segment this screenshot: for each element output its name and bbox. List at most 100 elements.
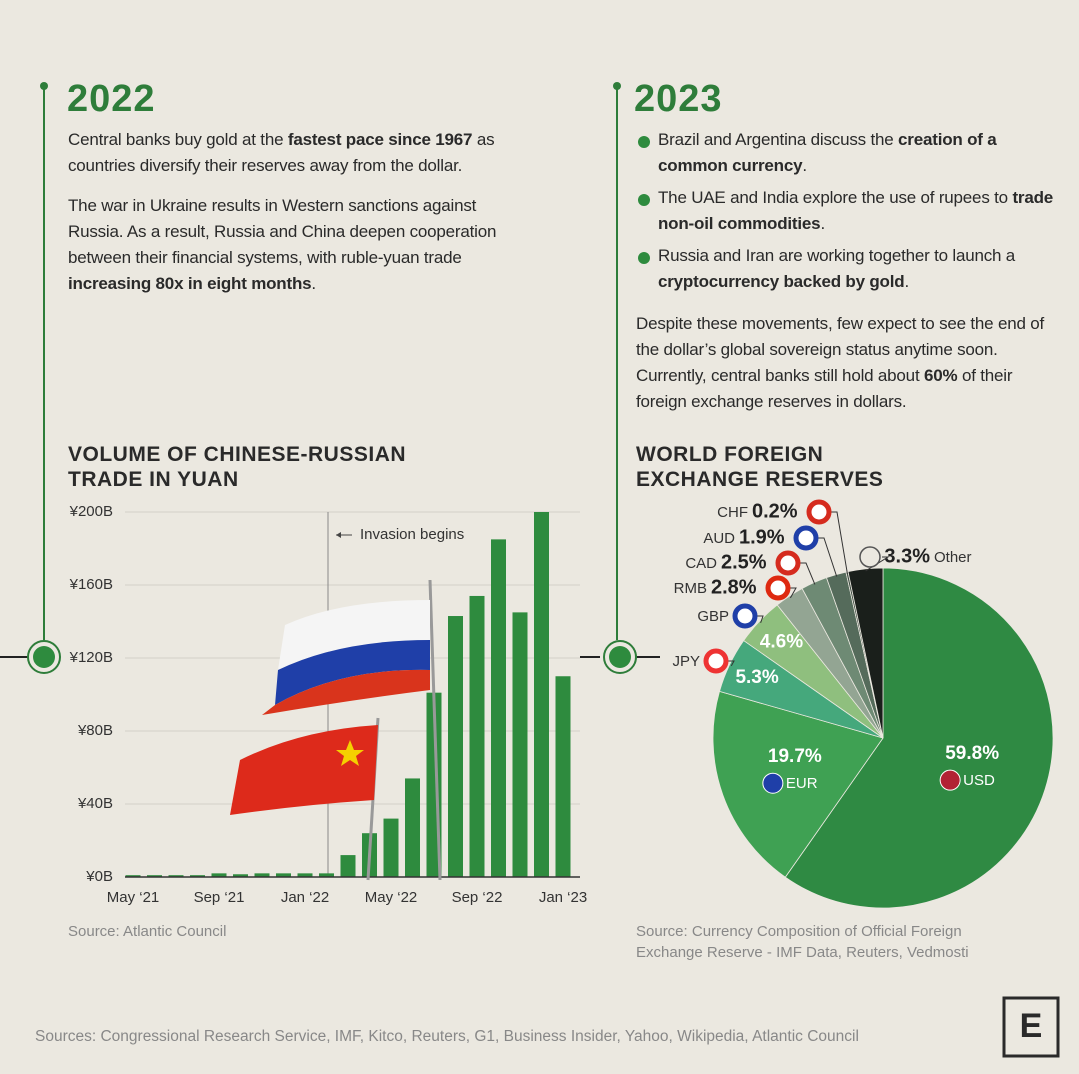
paragraph: Central banks buy gold at the fastest pa…: [68, 127, 518, 179]
bullet: Brazil and Argentina discuss the creatio…: [636, 127, 1056, 179]
bullet: The UAE and India explore the use of rup…: [636, 185, 1056, 237]
slice: [712, 690, 884, 878]
category-label: EUR: [786, 775, 818, 792]
flag: [703, 648, 729, 674]
sources: Sources: Congressional Research Service,…: [35, 1028, 859, 1045]
timeline-node: [33, 646, 55, 668]
slice: [847, 567, 884, 739]
value-label: 2.5%: [721, 551, 767, 573]
bar: [168, 875, 184, 877]
bar: [405, 778, 420, 877]
flags: [230, 579, 442, 881]
bar: [534, 512, 549, 877]
category-label: JPY: [672, 653, 700, 670]
y-tick-label: ¥0B: [85, 868, 113, 885]
x-tick-label: Sep ‘22: [452, 889, 503, 906]
value-label: 2.8%: [711, 576, 757, 598]
leader-line: [800, 562, 816, 585]
pie-chart: 59.8% USD 19.7% EUR 5.3% JPY 4.6% GBP RMB 2.8% CAD…: [672, 499, 1054, 909]
flag: [859, 546, 881, 568]
text: The war in Ukraine results in Western sa…: [68, 196, 497, 267]
flag: [775, 550, 801, 576]
leader-line: [757, 615, 764, 624]
bar: [297, 873, 313, 877]
leader-line: [728, 660, 735, 667]
bar: [340, 855, 356, 877]
text: .: [802, 156, 807, 175]
annotation: Invasion begins: [360, 526, 464, 543]
bold-text: increasing 80x in eight months: [68, 274, 312, 293]
text: Russia and Iran are working together to …: [658, 246, 1016, 265]
category-label: GBP: [697, 608, 729, 625]
text: Central banks buy gold at the: [68, 130, 288, 149]
paragraph: Despite these movements, few expect to s…: [636, 311, 1056, 415]
value-label: 3.3%: [884, 545, 930, 567]
y-tick-label: ¥120B: [69, 649, 113, 666]
y-tick-label: ¥200B: [69, 503, 113, 520]
x-tick-label: Jan ‘23: [539, 889, 587, 906]
flag: [793, 525, 819, 551]
bar: [190, 875, 205, 877]
bold-text: fastest pace since 1967: [287, 130, 473, 149]
logo-box: [1002, 996, 1060, 1058]
text: .: [311, 274, 316, 293]
text: .: [904, 272, 909, 291]
leader-line: [818, 537, 838, 577]
bar: [254, 873, 270, 877]
logo: E: [1020, 1007, 1043, 1045]
bar: [491, 539, 506, 877]
x-tick-label: May ‘21: [107, 889, 160, 906]
bar-chart: ¥0B ¥40B ¥80B ¥120B ¥160B ¥200B Invasion begin…: [69, 503, 588, 906]
bold-text: 60%: [924, 366, 958, 385]
x-tick-label: Sep ‘21: [194, 889, 245, 906]
text: Despite these movements, few expect to s…: [636, 314, 1045, 385]
year: 2022: [67, 78, 156, 120]
timeline-dot: [40, 82, 48, 90]
value-label: 19.7%: [768, 746, 822, 767]
bar: [512, 612, 528, 877]
bold-text: trade non-oil commodities: [658, 188, 1054, 233]
value-label: 4.6%: [760, 632, 803, 653]
flag: [939, 769, 961, 791]
x-tick-label: Jan ‘22: [281, 889, 329, 906]
flag: [806, 499, 832, 525]
leader-line: [789, 587, 797, 599]
year: 2023: [634, 78, 723, 120]
bold-text: creation of a common currency: [658, 130, 997, 175]
section-text: Central banks buy gold at the fastest pa…: [68, 127, 518, 297]
bullet: Russia and Iran are working together to …: [636, 243, 1056, 295]
y-tick-label: ¥160B: [69, 576, 113, 593]
y-tick-label: ¥40B: [77, 795, 113, 812]
value-label: 0.2%: [752, 500, 798, 522]
paragraph: The war in Ukraine results in Western sa…: [68, 193, 518, 297]
annotation-arrow: [336, 532, 341, 538]
bar: [469, 595, 485, 877]
text: as countries diversify their reserves aw…: [68, 130, 495, 175]
source: Source: Atlantic Council: [68, 923, 227, 940]
bar: [448, 616, 463, 877]
leader-line: [831, 511, 848, 574]
bold-text: cryptocurrency backed by gold: [658, 272, 905, 291]
flag: [762, 772, 784, 794]
text: of their foreign exchange reserves in do…: [636, 366, 1013, 411]
text: The UAE and India explore the use of rup…: [658, 188, 1013, 207]
bar: [233, 874, 248, 877]
bar: [276, 873, 291, 877]
flag: [732, 603, 758, 629]
bar: [125, 875, 141, 877]
flag: [765, 575, 791, 601]
timeline-node: [609, 646, 631, 668]
source: Source: Currency Composition of Official…: [636, 923, 969, 961]
category-label: AUD: [703, 530, 735, 547]
value-label: 59.8%: [945, 743, 999, 764]
bar: [319, 873, 334, 877]
bar: [211, 873, 227, 877]
text: .: [820, 214, 825, 233]
slice: [784, 567, 1054, 909]
chart-title: VOLUME OF CHINESE-RUSSIAN TRADE IN YUAN: [68, 443, 407, 491]
x-tick-label: May ‘22: [365, 889, 418, 906]
y-tick-label: ¥80B: [77, 722, 113, 739]
category-label: RMB: [674, 580, 707, 597]
